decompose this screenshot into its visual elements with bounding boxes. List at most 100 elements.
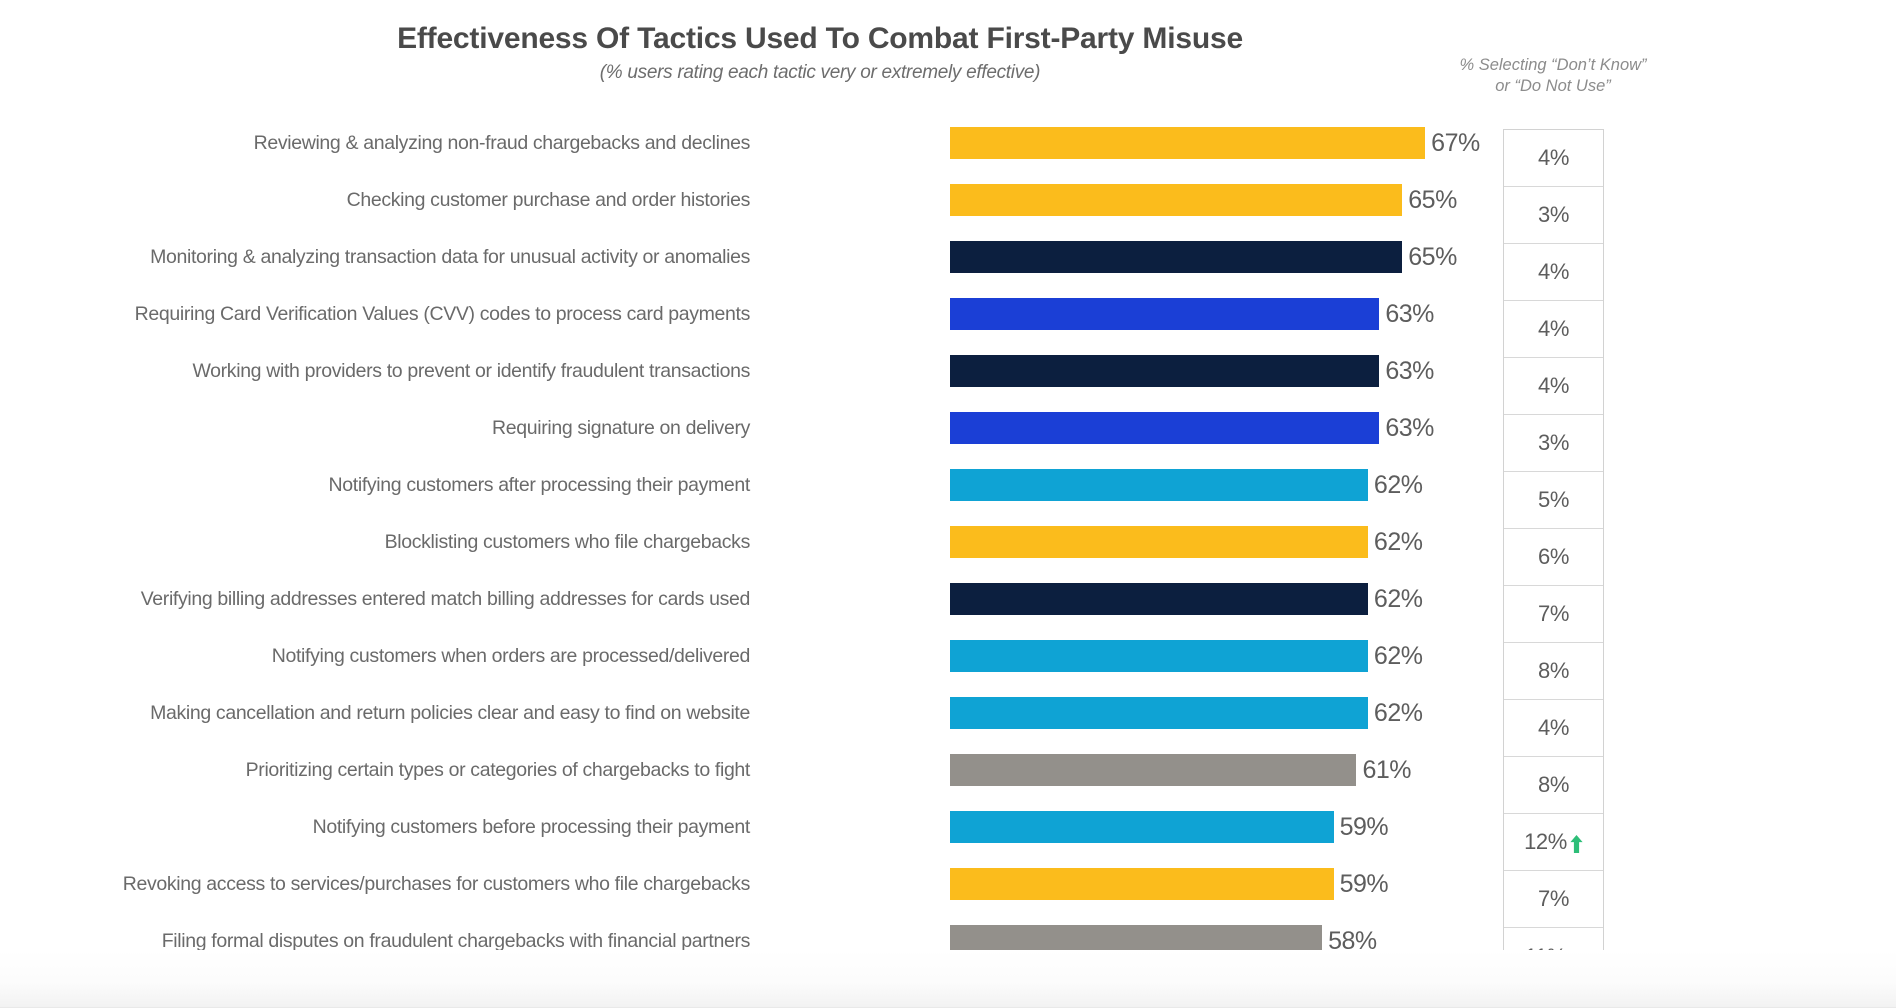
bar-value-label: 61% [1362, 756, 1412, 784]
dont-know-cell: 8% [1504, 643, 1603, 700]
bar-row: Blocklisting customers who file chargeba… [0, 525, 1896, 559]
bar-category-label: Notifying customers before processing th… [312, 816, 751, 838]
bar [950, 412, 1380, 444]
bar [950, 697, 1368, 729]
dont-know-value: 4% [1538, 145, 1569, 170]
bar-row: Reviewing & analyzing non-fraud chargeba… [0, 126, 1896, 160]
bar [950, 298, 1380, 330]
bar-value-label: 59% [1339, 813, 1389, 841]
bar-value-label: 62% [1373, 699, 1423, 727]
bar-row: Working with providers to prevent or ide… [0, 354, 1896, 388]
bar-row: Prioritizing certain types or categories… [0, 753, 1896, 787]
dont-know-cell: 8% [1504, 757, 1603, 814]
dont-know-value: 6% [1538, 544, 1569, 569]
dont-know-cell: 4% [1504, 301, 1603, 358]
bar-value-label: 62% [1373, 585, 1423, 613]
bar [950, 526, 1368, 558]
dont-know-cell: 4% [1504, 358, 1603, 415]
bar-row: Verifying billing addresses entered matc… [0, 582, 1896, 616]
bar-row: Requiring signature on delivery 63% [0, 411, 1896, 445]
bar [950, 127, 1426, 159]
bar-category-label: Requiring Card Verification Values (CVV)… [134, 303, 751, 325]
bar-value-label: 59% [1339, 870, 1389, 898]
dont-know-cell: 4% [1504, 700, 1603, 757]
dont-know-value: 3% [1538, 430, 1569, 455]
bar [950, 583, 1368, 615]
bar-value-label: 65% [1408, 243, 1457, 271]
bar-row: Notifying customers before processing th… [0, 810, 1896, 844]
bar-value-label: 62% [1373, 642, 1423, 670]
dont-know-cell: 4% [1504, 244, 1603, 301]
bar [950, 754, 1357, 786]
bar-category-label: Notifying customers after processing the… [328, 474, 751, 496]
dont-know-cell: 3% [1504, 415, 1603, 472]
bar-category-label: Filing formal disputes on fraudulent cha… [161, 930, 751, 952]
dont-know-value: 7% [1538, 601, 1569, 626]
bar-value-label: 62% [1373, 471, 1423, 499]
bar [950, 241, 1403, 273]
dont-know-value: 8% [1538, 772, 1569, 797]
bar-row: Checking customer purchase and order his… [0, 183, 1896, 217]
dont-know-value: 8% [1538, 658, 1569, 683]
bar-category-label: Verifying billing addresses entered matc… [140, 588, 751, 610]
bar [950, 469, 1368, 501]
dont-know-cell: 12% [1504, 814, 1603, 871]
bar-value-label: 62% [1373, 528, 1423, 556]
dont-know-value: 4% [1538, 259, 1569, 284]
bar-category-label: Monitoring & analyzing transaction data … [150, 246, 750, 268]
up-arrow-icon [1570, 835, 1583, 853]
page-title: Effectiveness Of Tactics Used To Combat … [160, 22, 1480, 56]
bar-value-label: 58% [1328, 927, 1377, 955]
dont-know-cell: 4% [1504, 130, 1603, 187]
dont-know-value: 5% [1538, 487, 1569, 512]
bar-row: Notifying customers when orders are proc… [0, 639, 1896, 673]
bar-row: Notifying customers after processing the… [0, 468, 1896, 502]
bar-value-label: 65% [1408, 186, 1457, 214]
bar-row: Making cancellation and return policies … [0, 696, 1896, 730]
bar-category-label: Requiring signature on delivery [492, 417, 750, 439]
dont-know-value: 12% [1524, 829, 1567, 854]
dont-know-cell: 3% [1504, 187, 1603, 244]
bar-category-label: Prioritizing certain types or categories… [245, 759, 751, 781]
dont-know-header-line-1: % Selecting “Don’t Know” [1459, 56, 1647, 74]
bar [950, 811, 1334, 843]
dont-know-value: 11% [1524, 943, 1567, 969]
bar-row: Revoking access to services/purchases fo… [0, 867, 1896, 901]
bar-category-label: Checking customer purchase and order his… [346, 189, 751, 211]
bar-category-label: Revoking access to services/purchases fo… [122, 873, 751, 895]
bar-value-label: 63% [1385, 414, 1434, 442]
bar [950, 640, 1368, 672]
chart-title: Effectiveness Of Tactics Used To Combat … [397, 22, 1243, 55]
bar-category-label: Blocklisting customers who file chargeba… [384, 531, 751, 553]
dont-know-value: 3% [1538, 202, 1569, 227]
dont-know-cell: 6% [1504, 529, 1603, 586]
bar-category-label: Notifying customers when orders are proc… [271, 645, 751, 667]
dont-know-value: 4% [1538, 316, 1569, 341]
up-arrow-icon [1569, 949, 1582, 968]
dont-know-cell: 5% [1504, 472, 1603, 529]
bar-row: Requiring Card Verification Values (CVV)… [0, 297, 1896, 331]
chart-subtitle: (% users rating each tactic very or extr… [599, 62, 1041, 83]
bar [950, 868, 1334, 900]
dont-know-value: 4% [1538, 373, 1569, 398]
dont-know-value: 7% [1538, 886, 1569, 911]
bar-value-label: 63% [1385, 300, 1434, 328]
bar-category-label: Making cancellation and return policies … [150, 702, 750, 724]
dont-know-value: 4% [1538, 715, 1569, 740]
bar [950, 355, 1380, 387]
bar-category-label: Reviewing & analyzing non-fraud chargeba… [253, 132, 751, 154]
bar-row: Monitoring & analyzing transaction data … [0, 240, 1896, 274]
dont-know-table: 4% 3% 4% 4% 4% 3% 5% 6% 7% 8% 4% 8% 12% 7% 11% [1503, 129, 1604, 986]
bar [950, 184, 1403, 216]
dont-know-column-header: % Selecting “Don’t Know” or “Do Not Use” [1443, 55, 1663, 97]
dont-know-cell: 11% [1504, 928, 1603, 985]
dont-know-cell: 7% [1504, 586, 1603, 643]
dont-know-header-line-2: or “Do Not Use” [1495, 77, 1611, 95]
bar [950, 925, 1323, 957]
bar-value-label: 67% [1431, 129, 1480, 157]
bar-row: Filing formal disputes on fraudulent cha… [0, 924, 1896, 958]
dont-know-cell: 7% [1504, 871, 1603, 928]
bar-value-label: 63% [1385, 357, 1434, 385]
